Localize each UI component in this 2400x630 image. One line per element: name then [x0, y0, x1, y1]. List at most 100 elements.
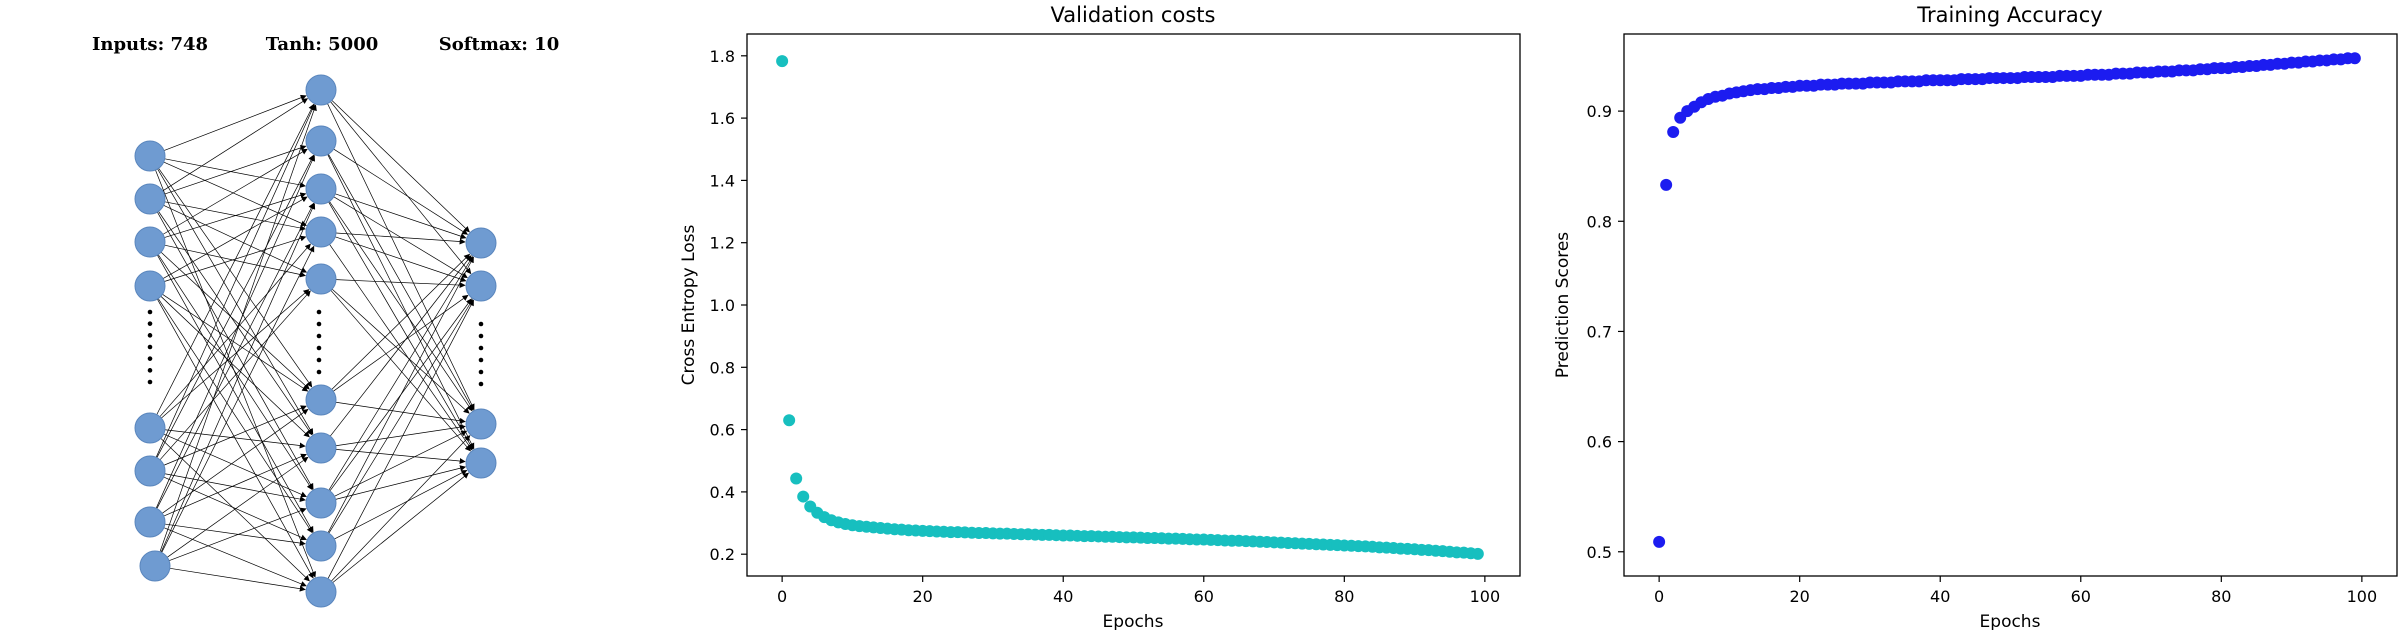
y-tick-label: 1.6	[710, 109, 735, 128]
network-edge	[163, 405, 307, 466]
data-point	[1471, 547, 1484, 560]
ellipsis-dot	[316, 333, 322, 339]
ellipsis-dot	[478, 357, 484, 363]
ellipsis-dot	[147, 356, 153, 361]
axis-ticks: 0 20 40 60 80 100 0.5 0.6 0.7 0.8 0.9	[1587, 102, 2378, 606]
ellipsis-dot	[478, 369, 484, 375]
network-edge	[157, 254, 314, 533]
y-tick-label: 0.8	[1587, 212, 1612, 231]
x-axis-label: Epochs	[1103, 612, 1164, 630]
inputs-layer-label: Inputs: 748	[92, 34, 208, 55]
network-edges	[155, 94, 475, 592]
y-tick-label: 0.5	[1587, 543, 1612, 562]
x-tick-label: 20	[913, 587, 933, 606]
axis-ticks: 0 20 40 60 80 100 0.2 0.4 0.6 0.8 1.0 1.2 1.4 1.6 1.8	[710, 47, 1501, 606]
network-edge	[169, 567, 306, 592]
network-edge	[160, 251, 310, 390]
network-edge	[328, 256, 473, 491]
network-edge	[168, 507, 307, 562]
network-edge	[163, 453, 307, 517]
x-tick-label: 20	[1790, 587, 1810, 606]
network-edge	[162, 148, 308, 235]
network-edge	[157, 168, 314, 435]
network-edge	[163, 527, 307, 587]
training-accuracy-chart: Training Accuracy 0 20 40 60 80 1000.50.60.70…	[1553, 3, 2398, 630]
x-tick-label: 0	[1654, 587, 1664, 606]
network-edge	[167, 456, 309, 558]
y-axis-label: Cross Entropy Loss	[679, 224, 699, 385]
x-tick-label: 80	[2211, 587, 2231, 606]
ellipsis-dot	[478, 321, 484, 327]
ellipsis-dot	[478, 345, 484, 351]
network-edge	[328, 299, 473, 534]
y-tick-label: 0.4	[710, 483, 735, 502]
network-edge	[163, 433, 307, 498]
data-point	[797, 490, 810, 503]
output-node	[465, 408, 497, 440]
network-edge	[158, 168, 313, 388]
ellipsis-dot	[147, 309, 153, 315]
x-tick-label: 60	[1194, 587, 1214, 606]
network-edge	[335, 424, 466, 447]
hidden-node	[305, 173, 337, 205]
ellipsis-dot	[316, 321, 322, 327]
network-edge	[329, 255, 472, 437]
plot-frame	[746, 33, 1521, 577]
input-node	[134, 140, 166, 172]
hidden-node	[305, 384, 337, 416]
plot-frame	[1623, 33, 2398, 577]
network-edge	[161, 289, 310, 419]
y-axis-label: Prediction Scores	[1553, 232, 1573, 378]
network-edge	[332, 472, 470, 583]
output-node	[465, 447, 497, 479]
data-points	[1653, 52, 2361, 548]
network-edge	[335, 465, 467, 500]
network-edge	[164, 145, 307, 195]
network-edge	[162, 196, 308, 279]
network-edge	[158, 211, 313, 436]
network-edge	[162, 294, 309, 392]
output-node	[465, 270, 497, 302]
y-tick-label: 0.6	[710, 421, 735, 440]
x-tick-label: 80	[1334, 587, 1354, 606]
input-node	[139, 550, 171, 582]
input-node	[134, 183, 166, 215]
y-tick-label: 0.7	[1587, 322, 1612, 341]
network-edge	[331, 288, 470, 414]
network-edge	[160, 203, 316, 553]
network-edge	[331, 100, 470, 233]
network-edge	[157, 298, 313, 534]
network-edge	[164, 523, 306, 546]
data-point	[783, 414, 796, 427]
x-tick-label: 100	[2347, 587, 2378, 606]
network-edge	[327, 299, 474, 579]
network-edge	[160, 438, 310, 582]
ellipsis-dot	[478, 381, 484, 387]
network-edge	[333, 148, 469, 235]
x-tick-label: 100	[1470, 587, 1501, 606]
network-edge	[159, 290, 311, 461]
data-point	[2348, 52, 2361, 65]
network-edge	[335, 236, 467, 282]
network-edge	[156, 103, 315, 415]
hidden-layer-label: Tanh: 5000	[266, 34, 379, 55]
x-tick-label: 40	[1053, 587, 1073, 606]
network-edge	[331, 435, 471, 582]
ellipsis-dot	[147, 344, 153, 350]
y-tick-label: 1.8	[710, 47, 735, 66]
network-edge	[327, 103, 475, 411]
network-edge	[157, 254, 313, 491]
y-tick-label: 0.6	[1587, 433, 1612, 452]
input-node	[134, 506, 166, 538]
network-nodes	[134, 74, 497, 608]
hidden-node	[305, 263, 337, 295]
hidden-node	[305, 487, 337, 519]
hidden-node	[305, 216, 337, 248]
y-tick-label: 0.2	[710, 545, 735, 564]
network-edge	[334, 470, 468, 540]
network-edge	[330, 101, 472, 275]
y-tick-label: 0.8	[710, 358, 735, 377]
network-edge	[156, 154, 314, 458]
network-edge	[330, 290, 471, 452]
